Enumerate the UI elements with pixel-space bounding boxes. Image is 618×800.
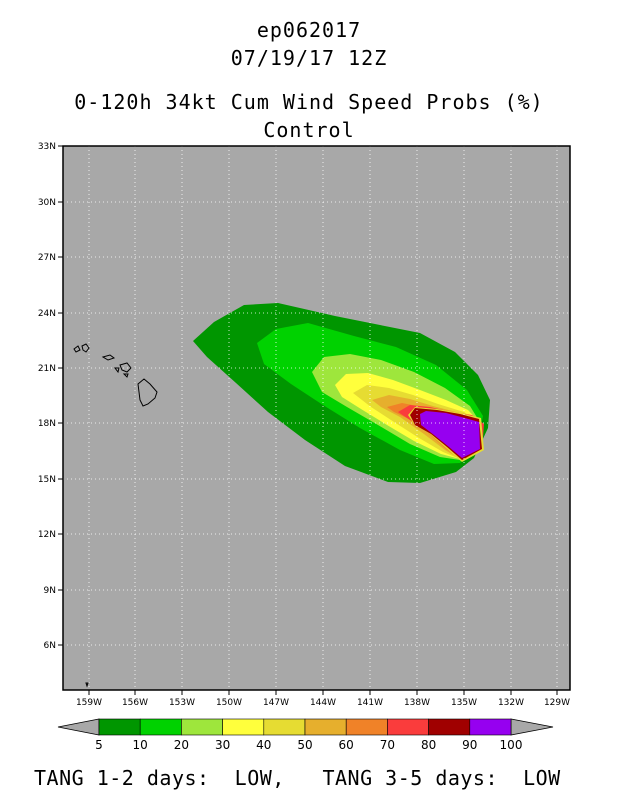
colorbar-swatch [304, 718, 347, 736]
lon-axis: 159W 156W 153W 150W 147W 144W 141W 138W … [76, 690, 570, 708]
lat-label: 27N [38, 253, 56, 263]
colorbar-swatch [139, 718, 182, 736]
colorbar-label: 70 [380, 738, 395, 752]
colorbar-swatch [181, 718, 223, 736]
island-kauai [73, 345, 81, 353]
colorbar-label: 30 [215, 738, 230, 752]
lon-label: 147W [263, 698, 289, 708]
colorbar-swatch [263, 718, 306, 736]
map-gridlines [63, 146, 570, 690]
probability-swath [193, 303, 490, 483]
datetime-title: 07/19/17 12Z [230, 46, 388, 70]
colorbar-label: 40 [256, 738, 271, 752]
lat-label: 24N [38, 309, 56, 319]
colorbar-label: 10 [133, 738, 148, 752]
colorbar-right-arrow [510, 718, 554, 736]
hawaii-islands [73, 343, 158, 688]
lat-label: 12N [38, 530, 56, 540]
lat-label: 15N [38, 475, 56, 485]
lon-label: 138W [404, 698, 430, 708]
lat-label: 33N [38, 142, 56, 152]
island-lanai [114, 367, 120, 374]
lon-label: 141W [357, 698, 383, 708]
lat-label: 30N [38, 198, 56, 208]
storm-id-title: ep062017 [256, 18, 362, 42]
lon-label: 159W [76, 698, 102, 708]
colorbar-label: 100 [500, 738, 523, 752]
lat-label: 6N [44, 641, 56, 651]
colorbar-swatch [469, 718, 512, 736]
colorbar-label: 50 [297, 738, 312, 752]
lat-label: 9N [44, 586, 56, 596]
lon-label: 129W [544, 698, 570, 708]
colorbar-label: 60 [339, 738, 354, 752]
island-oahu [81, 343, 90, 353]
colorbar-swatch [222, 718, 265, 736]
island-molokai [101, 354, 116, 361]
island-niihau [85, 682, 89, 688]
product-title: 0-120h 34kt Cum Wind Speed Probs (%) [74, 90, 544, 114]
colorbar-left-arrow [57, 718, 100, 736]
colorbar-label: 90 [462, 738, 477, 752]
lon-label: 150W [216, 698, 242, 708]
colorbar-label: 20 [174, 738, 189, 752]
colorbar: 5 10 20 30 40 50 60 70 80 90 100 [57, 718, 554, 752]
model-title: Control [263, 118, 355, 142]
map-frame [62, 145, 571, 691]
lat-axis: 33N 30N 27N 24N 21N 18N 15N 12N 9N 6N [38, 142, 63, 651]
lon-label: 153W [169, 698, 195, 708]
colorbar-swatch [345, 718, 388, 736]
island-maui [119, 362, 132, 373]
lon-label: 156W [122, 698, 148, 708]
colorbar-swatch [387, 718, 429, 736]
island-hawaii [137, 378, 158, 407]
lon-label: 144W [310, 698, 336, 708]
colorbar-label: 80 [421, 738, 436, 752]
lat-label: 21N [38, 364, 56, 374]
lon-label: 135W [451, 698, 477, 708]
tang-risk-footer: TANG 1-2 days: LOW, TANG 3-5 days: LOW [34, 766, 561, 790]
lat-label: 18N [38, 419, 56, 429]
colorbar-label: 5 [95, 738, 103, 752]
lon-label: 132W [498, 698, 524, 708]
colorbar-swatch [428, 718, 471, 736]
island-kahoolawe [122, 373, 129, 378]
colorbar-swatch [98, 718, 141, 736]
